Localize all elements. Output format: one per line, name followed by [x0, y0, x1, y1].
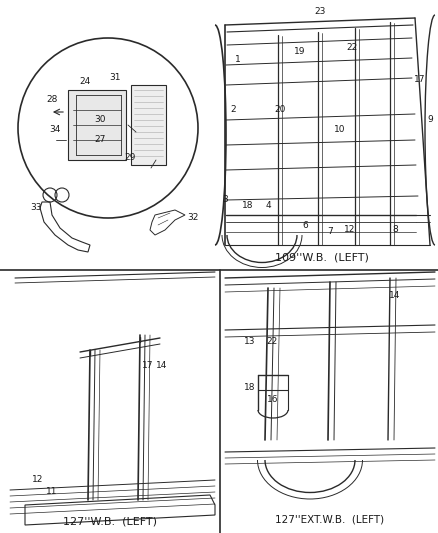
Text: 109''W.B.  (LEFT): 109''W.B. (LEFT): [275, 253, 369, 263]
Bar: [131, 85, 166, 165]
Text: 10: 10: [334, 125, 346, 134]
Text: 127''W.B.  (LEFT): 127''W.B. (LEFT): [63, 517, 157, 527]
Text: 22: 22: [266, 337, 278, 346]
Text: 14: 14: [389, 290, 401, 300]
Text: 16: 16: [267, 395, 279, 405]
Text: 12: 12: [32, 475, 44, 484]
Text: 1: 1: [235, 55, 241, 64]
Text: 34: 34: [49, 125, 61, 134]
Text: 17: 17: [142, 360, 154, 369]
Text: 13: 13: [244, 337, 256, 346]
Text: 22: 22: [346, 44, 357, 52]
Text: 7: 7: [327, 228, 333, 237]
Text: 28: 28: [46, 95, 58, 104]
Bar: [68, 90, 126, 160]
Text: 27: 27: [94, 135, 106, 144]
Text: 12: 12: [344, 225, 356, 235]
Text: 11: 11: [46, 488, 58, 497]
Text: 24: 24: [79, 77, 91, 86]
Text: 18: 18: [242, 200, 254, 209]
Text: 6: 6: [302, 221, 308, 230]
Text: 8: 8: [392, 225, 398, 235]
Text: 2: 2: [230, 106, 236, 115]
Text: 4: 4: [265, 200, 271, 209]
Text: 9: 9: [427, 116, 433, 125]
Text: 127''EXT.W.B.  (LEFT): 127''EXT.W.B. (LEFT): [276, 515, 385, 525]
Text: 19: 19: [294, 47, 306, 56]
Text: 29: 29: [124, 154, 136, 163]
Text: 23: 23: [314, 7, 326, 17]
Text: 14: 14: [156, 360, 168, 369]
Text: 30: 30: [94, 116, 106, 125]
Text: 3: 3: [222, 196, 228, 205]
Text: 31: 31: [109, 74, 121, 83]
Text: 20: 20: [274, 106, 286, 115]
Text: 17: 17: [414, 76, 426, 85]
Text: 32: 32: [187, 214, 199, 222]
Text: 18: 18: [244, 384, 256, 392]
Text: 33: 33: [30, 204, 42, 213]
